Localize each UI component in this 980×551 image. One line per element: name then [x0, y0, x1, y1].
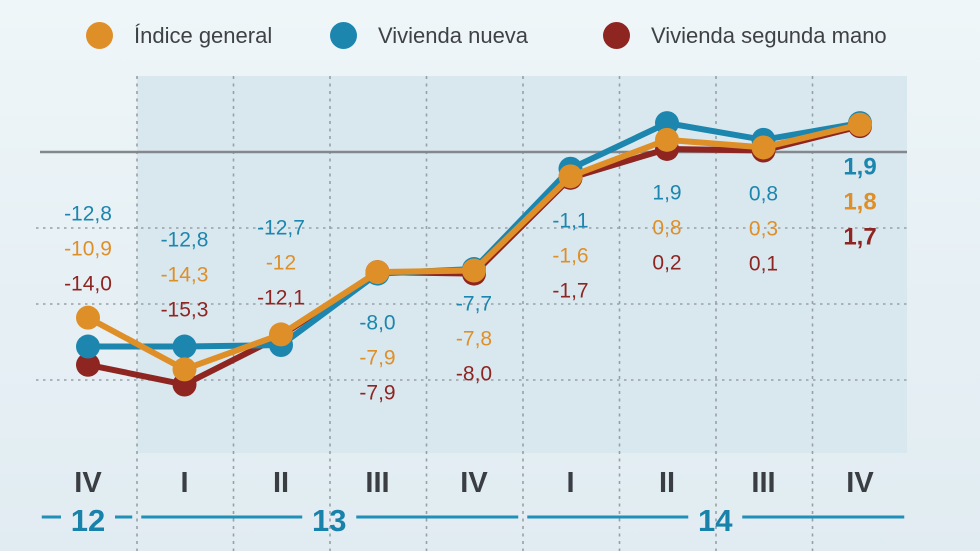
- year-label: 12: [71, 503, 105, 538]
- x-tick-label: II: [273, 467, 289, 499]
- value-label: 1,7: [843, 223, 876, 250]
- x-tick-label: III: [751, 467, 775, 499]
- legend-item-label: Índice general: [134, 22, 273, 48]
- value-label: -12,1: [257, 286, 305, 309]
- legend-item-vivienda-nueva: Vivienda nueva: [330, 22, 528, 49]
- x-tick-label: IV: [460, 467, 488, 499]
- value-label: 1,8: [843, 188, 876, 215]
- value-label: -8,0: [456, 362, 492, 385]
- value-label: -10,9: [64, 237, 112, 260]
- x-tick-label: II: [659, 467, 675, 499]
- value-label: -8,0: [359, 311, 395, 334]
- data-point: [751, 135, 776, 160]
- data-point: [848, 112, 872, 137]
- value-label: -1,7: [552, 279, 588, 302]
- data-point: [76, 352, 100, 377]
- value-label: -12,7: [257, 216, 305, 239]
- data-point: [655, 127, 679, 152]
- value-label: 0,3: [749, 217, 778, 240]
- value-label: -7,7: [456, 292, 492, 315]
- legend: Índice general Vivienda nueva Vivienda s…: [0, 0, 980, 70]
- value-label: -1,1: [552, 209, 588, 232]
- data-point: [365, 260, 390, 285]
- value-label: 0,1: [749, 252, 778, 275]
- legend-dot-icon: [603, 22, 630, 49]
- x-tick-label: IV: [846, 467, 874, 499]
- data-point: [655, 111, 679, 136]
- value-label: 0,8: [652, 216, 681, 239]
- value-label: -7,9: [359, 346, 395, 369]
- value-label: 0,2: [652, 251, 681, 274]
- legend-item-vivienda-segunda-mano: Vivienda segunda mano: [603, 22, 887, 49]
- data-point: [462, 258, 486, 283]
- value-label: -12,8: [161, 228, 209, 251]
- value-label: -14,3: [161, 263, 209, 286]
- value-label: -7,9: [359, 381, 395, 404]
- data-point: [269, 322, 293, 347]
- value-label: -7,8: [456, 327, 492, 350]
- year-label: 13: [312, 503, 346, 538]
- x-tick-label: I: [566, 467, 574, 499]
- value-label: -12: [266, 251, 296, 274]
- value-label: 1,9: [843, 153, 876, 180]
- value-label: 1,9: [652, 181, 681, 204]
- value-label: 0,8: [749, 182, 778, 205]
- legend-item-indice-general: Índice general: [86, 22, 272, 49]
- x-tick-label: IV: [74, 467, 102, 499]
- value-label: -15,3: [161, 298, 209, 321]
- value-label: -12,8: [64, 202, 112, 225]
- x-tick-label: III: [365, 467, 389, 499]
- legend-dot-icon: [86, 22, 113, 49]
- data-point: [172, 357, 197, 382]
- data-point: [76, 305, 100, 330]
- data-point: [558, 164, 583, 189]
- data-point: [172, 334, 197, 359]
- x-tick-label: I: [180, 467, 188, 499]
- legend-item-label: Vivienda segunda mano: [651, 22, 887, 48]
- year-label: 14: [698, 503, 733, 538]
- value-label: -1,6: [552, 244, 588, 267]
- data-point: [76, 334, 100, 359]
- value-label: -14,0: [64, 272, 112, 295]
- legend-dot-icon: [330, 22, 357, 49]
- legend-item-label: Vivienda nueva: [378, 22, 529, 48]
